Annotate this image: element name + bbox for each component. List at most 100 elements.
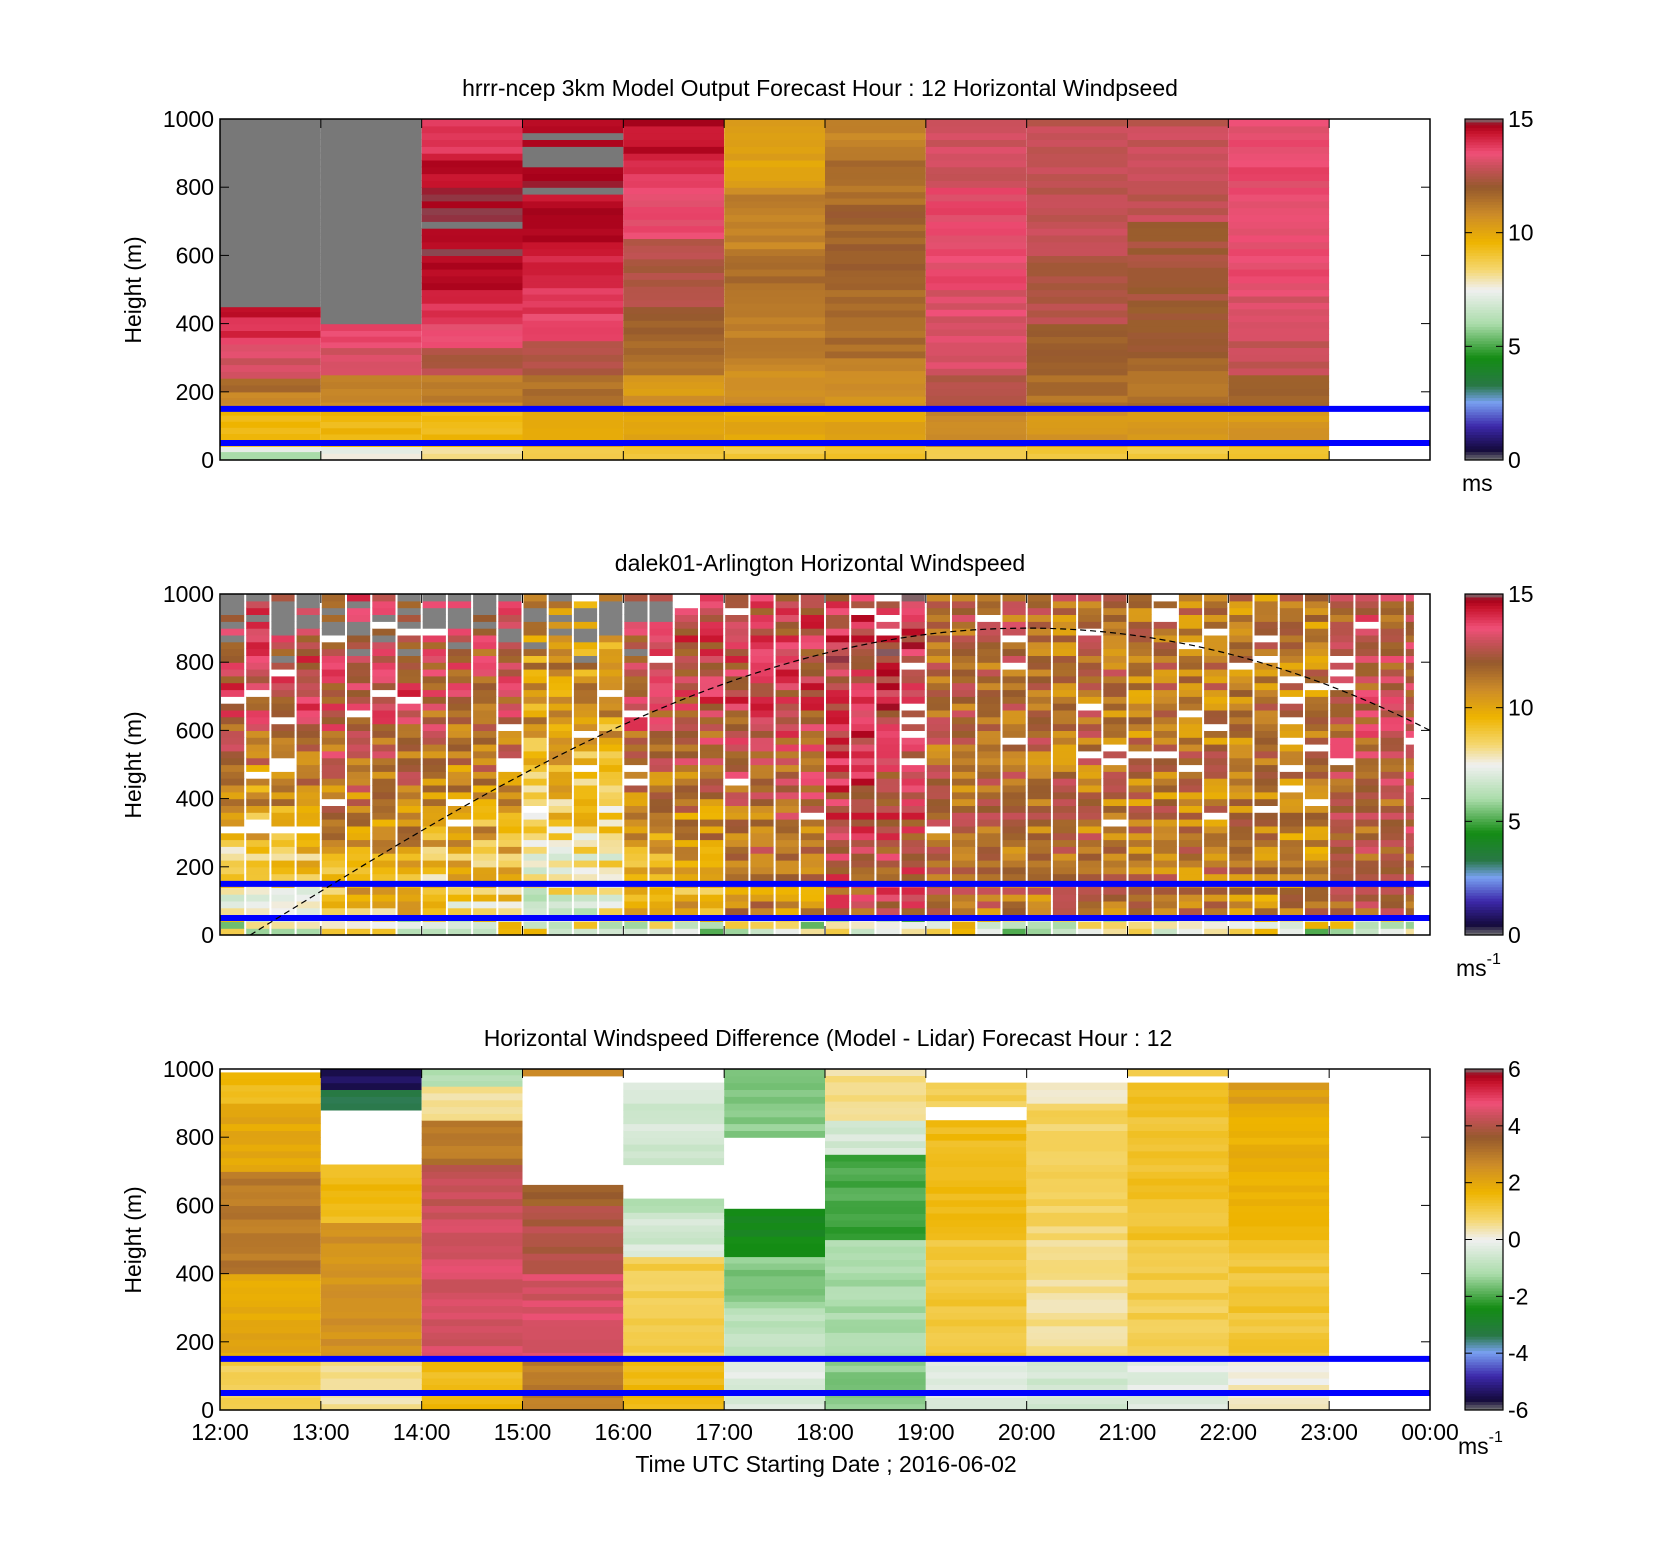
difference-colorbar-label: 6 <box>1508 1056 1521 1082</box>
lidar-cell <box>1002 689 1026 697</box>
lidar-cell <box>271 716 295 725</box>
lidar-cell <box>498 621 522 629</box>
difference-cell <box>825 1272 926 1280</box>
difference-cell <box>623 1384 725 1392</box>
lidar-cell <box>473 825 497 834</box>
model-cell <box>724 262 825 270</box>
lidar-cell <box>1229 737 1253 745</box>
lidar-cell <box>523 812 547 820</box>
lidar-colorbar-swatch <box>1465 687 1503 692</box>
lidar-cell <box>271 641 295 650</box>
difference-colorbar-swatch <box>1465 1284 1503 1289</box>
lidar-cell <box>700 921 724 929</box>
difference-cell <box>1228 1225 1330 1234</box>
lidar-cell <box>826 778 850 786</box>
lidar-cell <box>775 791 799 800</box>
lidar-cell <box>1178 873 1203 881</box>
model-colorbar-swatch <box>1465 323 1503 328</box>
model-cell <box>623 367 725 376</box>
lidar-cell <box>977 860 1001 868</box>
lidar-cell <box>952 703 976 711</box>
lidar-cell <box>347 887 371 895</box>
lidar-cell <box>221 662 245 670</box>
lidar-cell <box>473 887 497 895</box>
panel-lidar-reference-lines <box>220 880 1430 921</box>
model-colorbar-swatch <box>1465 229 1503 234</box>
lidar-cell <box>221 894 245 902</box>
lidar-cell <box>246 757 270 766</box>
difference-cell <box>925 1332 1027 1340</box>
lidar-cell <box>1178 778 1203 786</box>
lidar-cell <box>422 744 446 752</box>
lidar-cell <box>901 682 925 691</box>
lidar-cell <box>1229 594 1253 602</box>
lidar-cell <box>422 860 446 868</box>
difference-cell <box>421 1298 523 1307</box>
lidar-cell <box>826 648 850 656</box>
lidar-cell <box>926 825 950 834</box>
lidar-cell <box>1153 682 1177 691</box>
lidar-cell <box>800 832 824 841</box>
lidar-colorbar-swatch <box>1465 841 1503 845</box>
lidar-cell <box>750 839 774 847</box>
lidar-cell <box>1204 791 1228 800</box>
lidar-cell <box>1305 839 1329 847</box>
difference-cell <box>320 1352 422 1360</box>
lidar-cell <box>851 928 875 936</box>
lidar-cell <box>347 812 371 820</box>
model-cell <box>925 221 1027 229</box>
lidar-cell <box>246 812 270 820</box>
lidar-cell <box>372 621 396 629</box>
lidar-cell <box>422 921 446 929</box>
lidar-cell <box>674 764 698 772</box>
lidar-colorbar-swatch <box>1465 807 1503 811</box>
lidar-cell <box>901 832 925 841</box>
difference-colorbar-swatch <box>1465 1100 1503 1104</box>
lidar-cell <box>1330 709 1354 718</box>
lidar-cell <box>700 628 724 636</box>
lidar-cell <box>1254 716 1278 725</box>
lidar-cell <box>674 621 698 629</box>
model-cell <box>724 289 825 297</box>
lidar-cell <box>624 703 648 711</box>
lidar-cell <box>573 669 598 677</box>
difference-cell <box>623 1224 725 1232</box>
difference-cell <box>421 1099 523 1108</box>
lidar-cell <box>674 832 698 841</box>
difference-cell <box>724 1333 825 1341</box>
lidar-cell <box>1178 839 1203 847</box>
lidar-cell <box>321 648 345 656</box>
lidar-cell <box>750 730 774 738</box>
lidar-cell <box>347 921 371 929</box>
difference-cell <box>220 1403 321 1411</box>
lidar-cell <box>901 778 925 786</box>
lidar-cell <box>1254 723 1278 731</box>
lidar-cell <box>1279 709 1303 718</box>
lidar-cell <box>700 805 724 813</box>
difference-cell <box>320 1263 422 1271</box>
lidar-cell <box>901 921 925 929</box>
lidar-cell <box>347 764 371 772</box>
lidar-cell <box>1002 723 1026 731</box>
lidar-cell <box>1355 866 1379 875</box>
lidar-cell <box>1052 757 1077 766</box>
model-cell <box>320 125 422 134</box>
lidar-cell <box>397 853 421 861</box>
lidar-cell <box>599 628 623 636</box>
difference-cell <box>825 1133 926 1142</box>
lidar-cell <box>1027 662 1051 670</box>
difference-cell <box>1127 1299 1229 1307</box>
lidar-cell <box>775 696 799 704</box>
model-colorbar-label: 0 <box>1508 447 1521 473</box>
lidar-cell <box>1229 662 1253 670</box>
lidar-colorbar-swatch <box>1465 892 1503 896</box>
lidar-cell <box>422 791 446 800</box>
lidar-cell <box>523 900 547 909</box>
model-cell <box>825 433 926 441</box>
lidar-cell <box>775 669 799 677</box>
lidar-cell <box>926 839 950 847</box>
model-cell <box>825 383 926 391</box>
lidar-cell <box>1103 839 1127 847</box>
model-cell <box>724 214 825 222</box>
lidar-cell <box>1254 778 1278 786</box>
